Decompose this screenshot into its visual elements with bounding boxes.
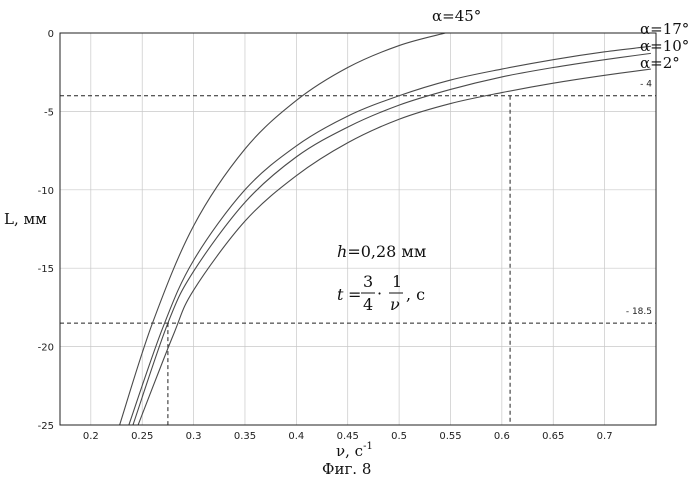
x-tick-label: 0.4 (288, 431, 304, 442)
x-tick-label: 0.3 (186, 431, 202, 442)
x-tick-label: 0.65 (542, 431, 564, 442)
y-tick-label: -25 (38, 421, 54, 432)
formula-t-var: t (337, 285, 344, 304)
series-label: α=2° (640, 54, 680, 72)
figure-caption: Фиг. 8 (322, 460, 371, 478)
x-tick-label: 0.5 (391, 431, 407, 442)
x-tick-label: 0.7 (597, 431, 613, 442)
x-tick-label: 0.6 (494, 431, 510, 442)
formula-unit: , c (406, 285, 425, 304)
y-tick-label: -10 (38, 186, 54, 197)
y-tick-label: -20 (38, 343, 54, 354)
y-tick-label: -5 (44, 107, 54, 118)
x-axis-label: ν, c-1 (336, 441, 373, 460)
formula-h: h=0,28 мм (337, 242, 426, 261)
series-line (120, 33, 446, 425)
series-label: α=10° (640, 37, 689, 55)
reference-line-label: - 18.5 (626, 307, 652, 317)
x-tick-label: 0.25 (131, 431, 153, 442)
formula-dot: · (377, 284, 382, 303)
y-tick-label: -15 (38, 264, 54, 275)
series-label: α=45° (432, 7, 481, 25)
formula-annotation: h=0,28 мм t = 3 4 · 1 ν , c (337, 242, 426, 314)
x-tick-label: 0.35 (234, 431, 256, 442)
series-line (133, 53, 651, 425)
formula-num1: 3 (363, 272, 373, 291)
y-tick-label: 0 (48, 29, 54, 40)
x-tick-label: 0.55 (439, 431, 461, 442)
tick-labels: 0.2 0.25 0.3 0.35 0.4 0.45 0.5 0.55 0.6 0.65 0.7 0 -… (38, 29, 613, 442)
reference-line-label: - 4 (640, 80, 652, 90)
formula-den1: 4 (363, 295, 373, 314)
formula-den2: ν (390, 295, 400, 314)
curves (120, 33, 651, 425)
series-label: α=17° (640, 20, 689, 38)
x-tick-label: 0.2 (83, 431, 99, 442)
formula-num2: 1 (392, 272, 402, 291)
formula-equals: = (348, 285, 361, 304)
series-line (129, 46, 651, 425)
y-axis-label: L, мм (4, 210, 47, 228)
x-tick-label: 0.45 (337, 431, 359, 442)
series-labels: α=45° α=17°α=10°α=2° (432, 7, 689, 72)
